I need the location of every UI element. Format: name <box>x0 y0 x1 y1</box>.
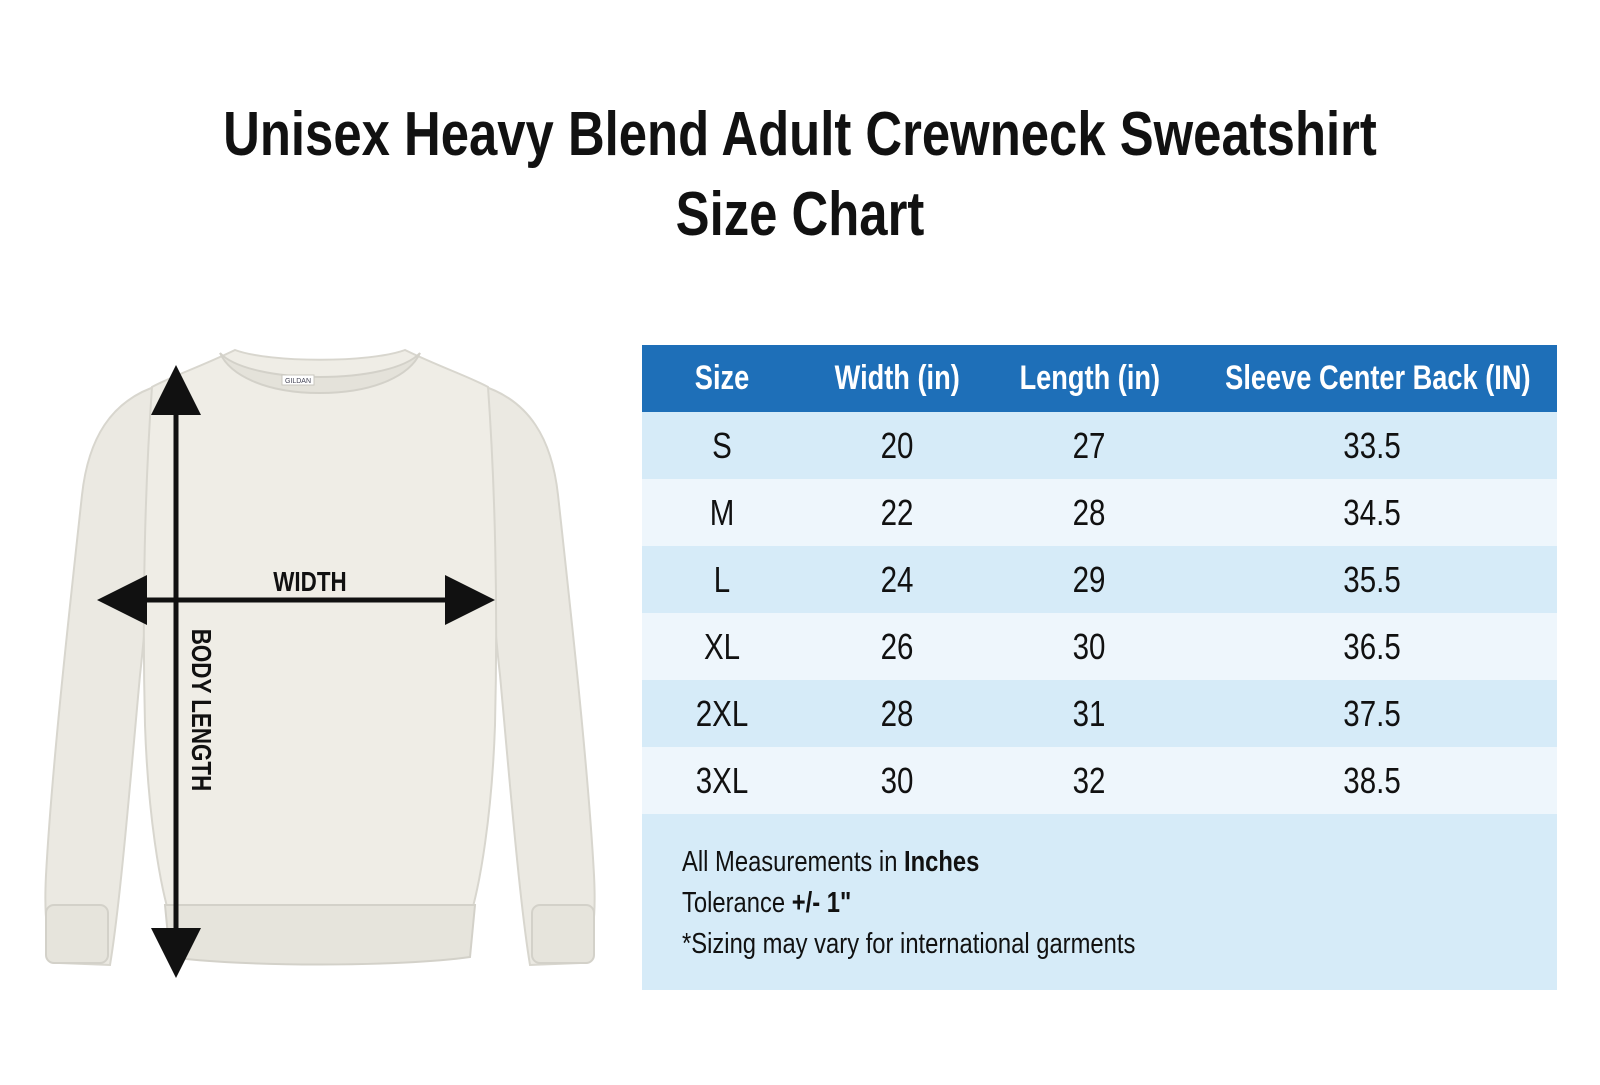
cell-width: 28 <box>802 680 992 747</box>
header-sleeve: Sleeve Center Back (IN) <box>1187 345 1557 412</box>
sizing-disclaimer: *Sizing may vary for international garme… <box>682 928 1136 960</box>
title-line-2: Size Chart <box>675 180 925 249</box>
cell-sleeve: 33.5 <box>1187 412 1557 479</box>
cell-size: 3XL <box>642 747 802 814</box>
title-line-1: Unisex Heavy Blend Adult Crewneck Sweats… <box>223 100 1377 169</box>
cell-width: 20 <box>802 412 992 479</box>
waistband <box>163 904 477 966</box>
cell-width: 30 <box>802 747 992 814</box>
cell-sleeve: 34.5 <box>1187 479 1557 546</box>
header-length: Length (in) <box>992 345 1187 412</box>
table-row: XL 26 30 36.5 <box>642 613 1557 680</box>
table-header-row: Size Width (in) Length (in) Sleeve Cente… <box>642 345 1557 412</box>
right-cuff <box>531 904 595 964</box>
cell-size: S <box>642 412 802 479</box>
cell-length: 28 <box>992 479 1187 546</box>
sweatshirt-diagram: GILDAN WIDTH BODY LENGTH <box>40 345 600 995</box>
table-row: S 20 27 33.5 <box>642 412 1557 479</box>
cell-length: 27 <box>992 412 1187 479</box>
cell-length: 31 <box>992 680 1187 747</box>
table-row: 3XL 30 32 38.5 <box>642 747 1557 814</box>
cell-size: M <box>642 479 802 546</box>
cell-sleeve: 36.5 <box>1187 613 1557 680</box>
page-title: Unisex Heavy Blend Adult Crewneck Sweats… <box>0 95 1600 255</box>
cell-sleeve: 35.5 <box>1187 546 1557 613</box>
size-chart-table: Size Width (in) Length (in) Sleeve Cente… <box>642 345 1557 990</box>
cell-length: 29 <box>992 546 1187 613</box>
cell-width: 22 <box>802 479 992 546</box>
measurement-notes: All Measurements in Inches Tolerance +/-… <box>642 814 1557 990</box>
cell-length: 30 <box>992 613 1187 680</box>
cell-size: XL <box>642 613 802 680</box>
measurement-unit-note: All Measurements in Inches <box>682 846 980 878</box>
tolerance-note: Tolerance +/- 1" <box>682 887 852 919</box>
body-length-label: BODY LENGTH <box>185 629 216 792</box>
header-width: Width (in) <box>802 345 992 412</box>
table-row: 2XL 28 31 37.5 <box>642 680 1557 747</box>
cell-sleeve: 38.5 <box>1187 747 1557 814</box>
size-table: Size Width (in) Length (in) Sleeve Cente… <box>642 345 1557 814</box>
header-size: Size <box>642 345 802 412</box>
cell-size: L <box>642 546 802 613</box>
width-label: WIDTH <box>273 567 346 598</box>
cell-sleeve: 37.5 <box>1187 680 1557 747</box>
cell-width: 24 <box>802 546 992 613</box>
body <box>142 348 498 918</box>
cell-length: 32 <box>992 747 1187 814</box>
neck-tag <box>281 374 315 386</box>
table-row: M 22 28 34.5 <box>642 479 1557 546</box>
table-row: L 24 29 35.5 <box>642 546 1557 613</box>
neck-tag-text: GILDAN <box>285 378 311 385</box>
cell-size: 2XL <box>642 680 802 747</box>
left-cuff <box>45 904 109 964</box>
cell-width: 26 <box>802 613 992 680</box>
sweatshirt-illustration: GILDAN WIDTH BODY LENGTH <box>44 348 596 978</box>
